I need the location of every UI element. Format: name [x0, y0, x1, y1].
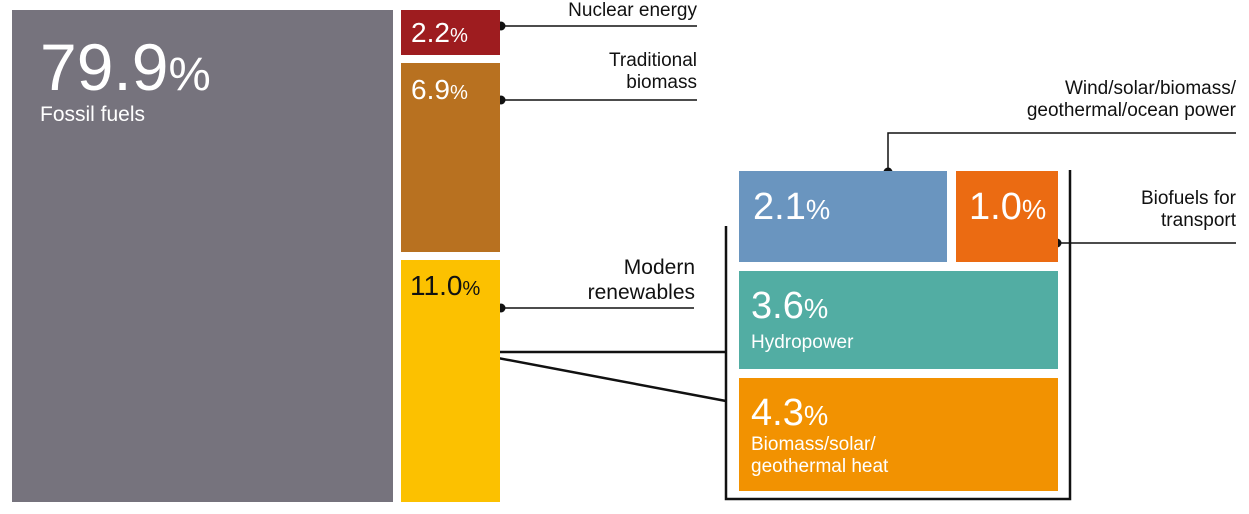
fossil-fuels-label: Fossil fuels: [40, 103, 146, 126]
nuclear-energy-callout-line-1: Nuclear energy: [568, 0, 697, 21]
traditional-biomass-value: 6.9%: [411, 76, 468, 104]
biofuels-value-unit: %: [1021, 194, 1047, 225]
biofuels-callout-line-2: transport: [1161, 210, 1236, 232]
detail-connector-lower: [465, 350, 727, 403]
wind-solar-value-unit: %: [805, 194, 831, 225]
traditional-biomass-value-number: 6.9: [411, 74, 450, 105]
biomass-heat-block: 4.3% Biomass/solar/ geothermal heat: [739, 378, 1058, 491]
nuclear-energy-callout: Nuclear energy: [568, 0, 697, 22]
biofuels-value: 1.0%: [969, 188, 1046, 226]
traditional-biomass-callout-line-2: biomass: [626, 72, 697, 94]
fossil-fuels-value: 79.9%: [40, 34, 211, 100]
wind-solar-callout: Wind/solar/biomass/ geothermal/ocean pow…: [1027, 78, 1236, 123]
wind-solar-block: 2.1%: [739, 171, 947, 262]
wind-solar-value-number: 2.1: [753, 186, 806, 228]
wind-solar-callout-line-2: geothermal/ocean power: [1026, 100, 1236, 122]
biomass-heat-value-number: 4.3: [751, 392, 804, 434]
biomass-heat-label-line-2: geothermal heat: [751, 455, 889, 477]
wind-leader: [887, 132, 1236, 172]
biomass-heat-value-unit: %: [803, 400, 829, 431]
biofuels-block: 1.0%: [956, 171, 1058, 262]
traditional-biomass-block: 6.9%: [401, 63, 500, 252]
detail-bracket: [724, 170, 1072, 501]
nuclear-energy-block: 2.2%: [401, 10, 500, 55]
modern-renewables-callout: Modern renewables: [588, 256, 695, 306]
biofuels-callout-line-1: Biofuels for: [1140, 188, 1236, 209]
fossil-fuels-block: 79.9% Fossil fuels: [12, 10, 393, 502]
modern-renewables-value-number: 11.0: [410, 270, 463, 301]
nuclear-energy-value-unit: %: [449, 25, 468, 47]
biomass-heat-label: Biomass/solar/ geothermal heat: [751, 434, 888, 478]
traditional-biomass-callout: Traditional biomass: [609, 50, 697, 95]
modern-renewables-callout-line-1: Modern: [623, 256, 695, 279]
modern-renewables-value-unit: %: [462, 278, 481, 300]
nuclear-energy-value: 2.2%: [411, 19, 468, 47]
hydropower-value-unit: %: [803, 293, 829, 324]
wind-solar-callout-line-1: Wind/solar/biomass/: [1064, 78, 1236, 99]
biofuels-value-number: 1.0: [969, 186, 1022, 228]
nuclear-energy-value-number: 2.2: [411, 17, 450, 48]
traditional-biomass-value-unit: %: [449, 82, 468, 104]
modern-renewables-block: 11.0%: [401, 260, 500, 502]
hydropower-label: Hydropower: [751, 332, 854, 353]
fossil-fuels-value-number: 79.9: [40, 30, 169, 104]
wind-solar-value: 2.1%: [753, 188, 830, 226]
hydropower-block: 3.6% Hydropower: [739, 271, 1058, 369]
modern-renewables-value: 11.0%: [410, 272, 480, 300]
modern-renewables-callout-line-2: renewables: [587, 280, 695, 304]
biofuels-callout: Biofuels for transport: [1141, 188, 1236, 233]
biomass-heat-label-line-1: Biomass/solar/: [751, 434, 876, 455]
hydropower-value-number: 3.6: [751, 285, 804, 327]
traditional-biomass-callout-line-1: Traditional: [608, 50, 697, 71]
hydropower-value: 3.6%: [751, 287, 828, 325]
biomass-heat-value: 4.3%: [751, 394, 828, 432]
fossil-fuels-value-unit: %: [168, 48, 211, 101]
